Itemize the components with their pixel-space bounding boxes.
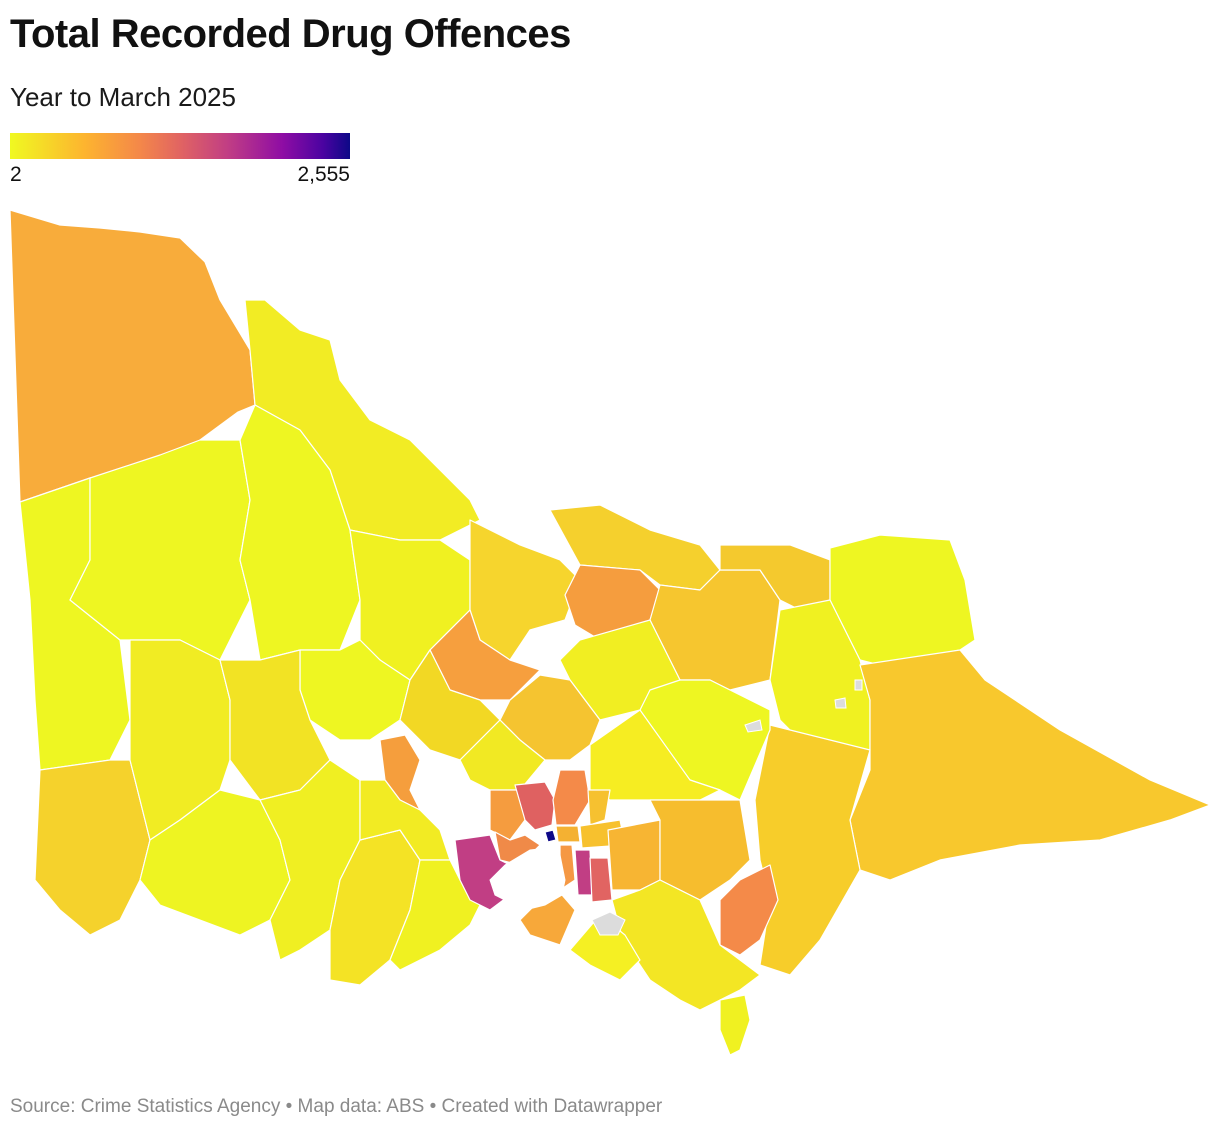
port-phillip-bay xyxy=(489,847,566,911)
legend-gradient-bar xyxy=(10,133,350,159)
region-dandenong[interactable] xyxy=(574,849,593,896)
region-latrobe[interactable] xyxy=(719,864,779,956)
chart-title: Total Recorded Drug Offences xyxy=(10,12,571,56)
chart-footer: Source: Crime Statistics Agency • Map da… xyxy=(10,1096,662,1118)
region-melton[interactable] xyxy=(489,789,526,841)
region-wilsons-prom[interactable] xyxy=(719,994,751,1056)
region-cardinia[interactable] xyxy=(607,819,661,891)
region-casey[interactable] xyxy=(589,857,613,903)
region-east-gippsland[interactable] xyxy=(849,649,1211,881)
footer-source: Source: Crime Statistics Agency xyxy=(10,1096,281,1117)
region-mornington-peninsula[interactable] xyxy=(569,914,641,981)
no-data-area-french-island xyxy=(591,911,626,936)
footer-credit[interactable]: Created with Datawrapper xyxy=(441,1096,663,1117)
footer-separator: • xyxy=(429,1096,437,1117)
victoria-choropleth-map xyxy=(9,209,1211,1056)
color-legend: 2 2,555 xyxy=(10,133,350,187)
footer-separator: • xyxy=(285,1096,293,1117)
footer-map-data: Map data: ABS xyxy=(297,1096,425,1117)
region-whittlesea[interactable] xyxy=(552,769,591,826)
legend-max-label: 2,555 xyxy=(297,163,350,186)
region-melbourne-cbd[interactable] xyxy=(544,829,557,843)
legend-labels: 2 2,555 xyxy=(10,163,350,187)
region-surf-coast[interactable] xyxy=(389,859,481,971)
chart-subtitle: Year to March 2025 xyxy=(10,82,236,112)
no-data-area-mt-buller xyxy=(834,697,847,709)
legend-min-label: 2 xyxy=(10,163,22,186)
no-data-area-alpine-resort xyxy=(744,719,763,733)
region-golden-plains[interactable] xyxy=(359,779,451,861)
region-inner-north[interactable] xyxy=(555,825,581,843)
region-west-central[interactable] xyxy=(69,439,251,661)
region-campaspe[interactable] xyxy=(469,519,581,661)
region-hume[interactable] xyxy=(514,781,556,831)
region-macedon[interactable] xyxy=(459,719,546,791)
region-baw-baw[interactable] xyxy=(649,799,751,901)
region-nillumbik[interactable] xyxy=(587,789,611,826)
no-data-area-falls-creek xyxy=(854,679,863,691)
region-wellington[interactable] xyxy=(754,724,871,976)
region-glenelg[interactable] xyxy=(34,759,151,936)
